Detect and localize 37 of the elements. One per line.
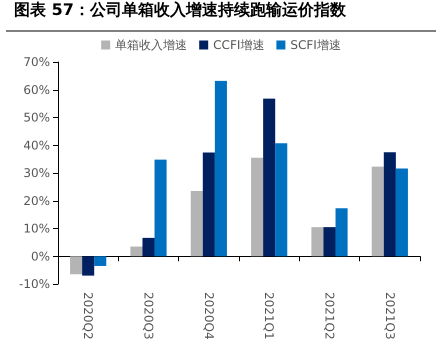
chart-title: 图表 57：公司单箱收入增速持续跑输运价指数 bbox=[6, 0, 436, 32]
y-tick-label: 50% bbox=[23, 110, 50, 124]
bar bbox=[372, 166, 384, 256]
bar bbox=[94, 256, 106, 266]
y-tick-label: 70% bbox=[23, 55, 50, 69]
bar bbox=[251, 158, 264, 256]
x-tick-label: 2021Q1 bbox=[262, 292, 276, 340]
y-tick-label: -10% bbox=[18, 277, 50, 291]
legend-label: CCFI增速 bbox=[213, 38, 264, 52]
x-tick-label: 2021Q3 bbox=[382, 292, 397, 340]
bar bbox=[214, 80, 227, 256]
bar bbox=[263, 98, 276, 256]
bar bbox=[311, 227, 324, 256]
bar bbox=[396, 168, 408, 256]
y-tick-label: 30% bbox=[23, 166, 50, 180]
x-tick-label: 2020Q2 bbox=[81, 292, 96, 340]
x-tick-label: 2020Q4 bbox=[202, 292, 216, 340]
y-tick-label: 0% bbox=[30, 249, 50, 264]
legend-label: 单箱收入增速 bbox=[115, 38, 188, 52]
bar bbox=[275, 143, 288, 256]
bar bbox=[130, 246, 142, 256]
y-tick-label: 40% bbox=[23, 138, 50, 152]
bar bbox=[82, 256, 94, 276]
bar bbox=[384, 152, 396, 256]
y-tick-label: 60% bbox=[23, 82, 50, 97]
x-tick-label: 2020Q3 bbox=[142, 292, 156, 340]
bar bbox=[142, 238, 155, 256]
legend-label: SCFI增速 bbox=[290, 38, 341, 52]
bar bbox=[154, 160, 167, 256]
bar bbox=[336, 208, 348, 256]
bar bbox=[323, 227, 336, 256]
y-tick-label: 20% bbox=[23, 194, 50, 208]
bar bbox=[190, 191, 203, 256]
y-tick-label: 10% bbox=[23, 222, 50, 236]
bar bbox=[70, 256, 82, 274]
bar bbox=[202, 152, 215, 256]
x-tick-label: 2021Q2 bbox=[322, 292, 336, 340]
